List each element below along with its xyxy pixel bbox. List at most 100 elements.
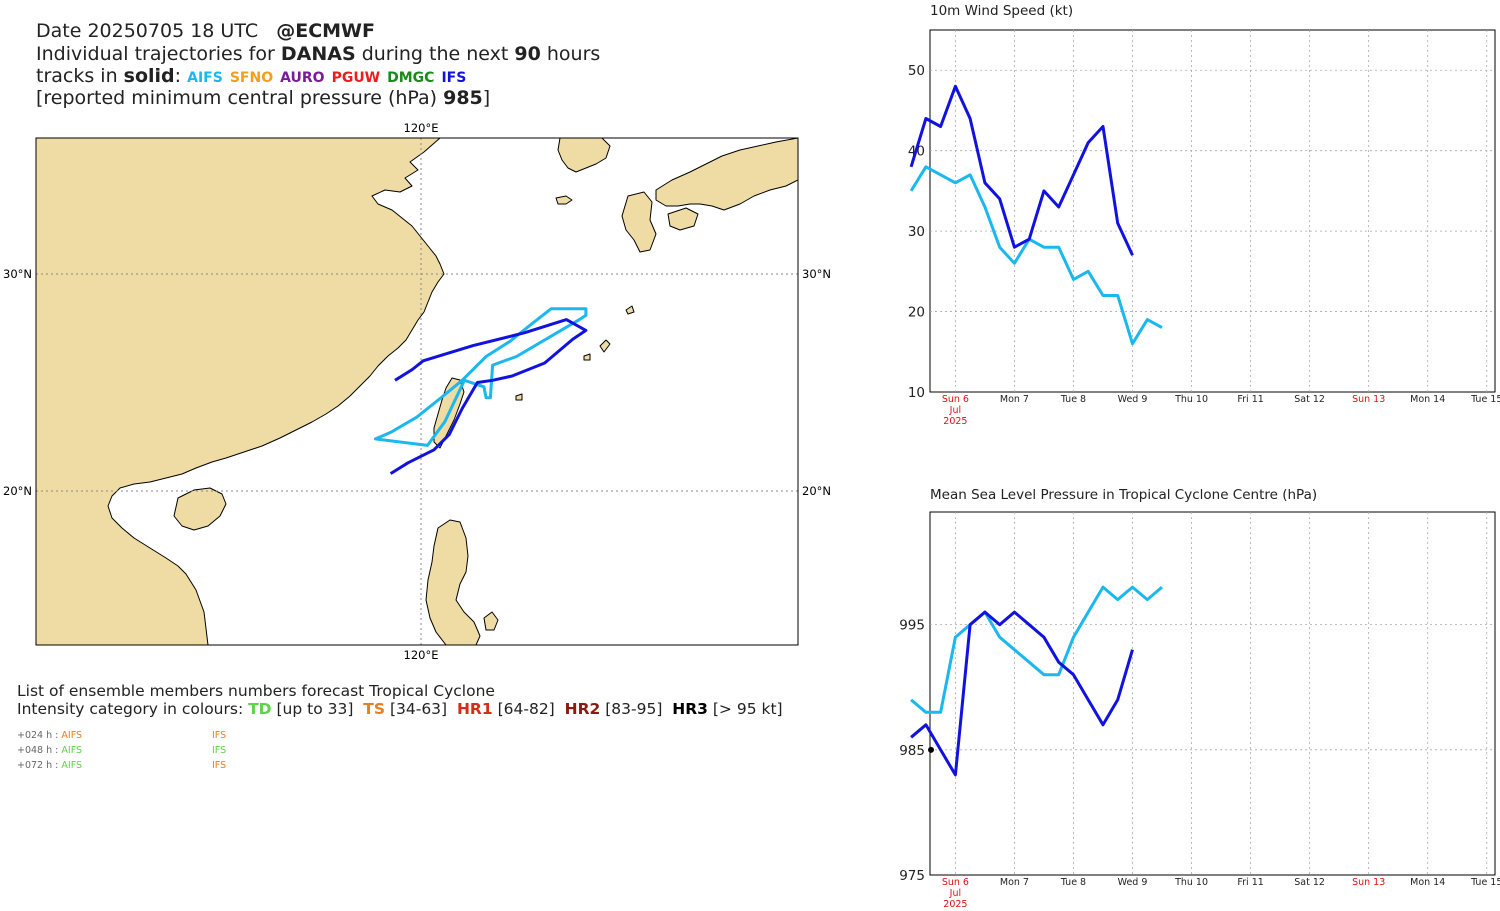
line3-pre: tracks in — [36, 65, 118, 87]
pressure-chart: Mean Sea Level Pressure in Tropical Cycl… — [899, 487, 1500, 910]
lead-aifs: AIFS — [61, 760, 83, 771]
pressure-reported-marker — [928, 746, 934, 753]
cat-hr2-range: [83-95] — [605, 700, 663, 718]
wind-xtick-sublabel: Jul — [949, 405, 961, 416]
pressure-xtick-label: Tue 8 — [1060, 877, 1086, 888]
japan-honshu — [655, 138, 798, 211]
pressure-xtick-sublabel: Jul — [949, 888, 961, 899]
wind-xtick-label: Tue 8 — [1060, 394, 1086, 405]
header-line-2: Individual trajectories for DANAS during… — [36, 43, 600, 65]
pressure-chart-title: Mean Sea Level Pressure in Tropical Cycl… — [930, 487, 1317, 503]
pressure-xtick-label: Sat 12 — [1294, 877, 1325, 888]
lead-row-024-ifs: IFS — [212, 730, 227, 741]
pressure-xtick-label: Sun 6 — [942, 877, 969, 888]
storm-name: DANAS — [280, 43, 356, 65]
model-dmgc: DMGC — [387, 70, 435, 86]
header-line-3: tracks in solid: AIFS SFNO AURO PGUW DMGC IFS — [36, 65, 473, 89]
pressure-xtick-label: Mon 7 — [1000, 877, 1029, 888]
wind-xtick-sublabel: 2025 — [943, 416, 967, 427]
ryukyu-isle-2 — [583, 353, 591, 361]
mindoro-isle — [483, 611, 499, 631]
pressure-ytick-label: 995 — [899, 618, 925, 634]
track-map: 120°E 120°E 30°N 30°N 20°N 20°N — [3, 121, 831, 662]
wind-ytick-label: 30 — [908, 224, 925, 240]
wind-xtick-label: Fri 11 — [1237, 394, 1263, 405]
pressure-xtick-label: Sun 13 — [1352, 877, 1385, 888]
lon-label-top: 120°E — [404, 121, 439, 135]
lat-label-20n-right: 20°N — [802, 484, 831, 498]
forecast-date: Date 20250705 18 UTC — [36, 20, 259, 42]
land-masses — [36, 138, 798, 645]
cat-td-range: [up to 33] — [276, 700, 354, 718]
wind-ytick-label: 20 — [908, 305, 925, 321]
okinawa — [599, 339, 611, 353]
wind-xtick-label: Mon 7 — [1000, 394, 1029, 405]
wind-xtick-label: Tue 15 — [1470, 394, 1500, 405]
lead-row-048: +048 h : AIFS — [17, 745, 82, 756]
japan-shikoku — [667, 207, 699, 231]
wind-xtick-label: Mon 14 — [1410, 394, 1445, 405]
lat-label-20n-left: 20°N — [3, 484, 32, 498]
pressure-series-aifs — [910, 585, 1163, 714]
cat-hr1-range: [64-82] — [497, 700, 555, 718]
line2-mid: during the next — [361, 43, 509, 65]
line2-pre: Individual trajectories for — [36, 43, 275, 65]
pressure-ytick-label: 975 — [899, 868, 925, 884]
wind-series-aifs — [909, 165, 1163, 346]
lead-aifs: AIFS — [61, 745, 83, 756]
wind-frame — [929, 29, 1496, 393]
model-pguw: PGUW — [331, 70, 381, 86]
pressure-xtick-label: Tue 15 — [1470, 877, 1500, 888]
korea-peninsula — [557, 138, 611, 173]
wind-ytick-label: 50 — [908, 63, 925, 79]
lead-row-072: +072 h : AIFS — [17, 760, 82, 771]
cat-ts-range: [34-63] — [389, 700, 448, 718]
lat-label-30n-left: 30°N — [3, 267, 32, 281]
reported-pressure: 985 — [443, 87, 483, 109]
pressure-frame — [929, 511, 1496, 876]
lead-time: +048 h : — [17, 745, 59, 756]
model-auro: AURO — [280, 70, 325, 86]
pressure-xtick-sublabel: 2025 — [943, 899, 967, 910]
pressure-xtick-label: Thu 10 — [1174, 877, 1208, 888]
wind-chart-title: 10m Wind Speed (kt) — [930, 3, 1073, 19]
lat-label-30n-right: 30°N — [802, 267, 831, 281]
cat-ts-code: TS — [363, 700, 386, 718]
model-aifs: AIFS — [187, 70, 223, 86]
wind-ytick-label: 10 — [908, 385, 925, 401]
line2-post: hours — [546, 43, 601, 65]
map-frame — [35, 137, 799, 646]
track-aifs — [373, 307, 588, 447]
line3-colon: : — [174, 65, 182, 87]
cat-hr2-code: HR2 — [564, 700, 601, 718]
ensemble-list-title: List of ensemble members numbers forecas… — [17, 682, 495, 700]
model-ifs: IFS — [441, 70, 467, 86]
wind-xtick-label: Wed 9 — [1118, 394, 1148, 405]
lead-row-072-ifs: IFS — [212, 760, 227, 771]
forecast-hours: 90 — [514, 43, 541, 65]
line4-post: ] — [482, 87, 491, 109]
ryukyu-isle-3 — [515, 393, 523, 401]
china-mainland — [36, 138, 445, 645]
pressure-xtick-label: Mon 14 — [1410, 877, 1445, 888]
intensity-legend: Intensity category in colours: TD [up to… — [17, 700, 783, 718]
cat-td-code: TD — [248, 700, 272, 718]
pressure-ytick-label: 985 — [899, 743, 925, 759]
org-handle: @ECMWF — [276, 20, 375, 42]
jeju-island — [555, 195, 573, 205]
lead-row-048-ifs: IFS — [212, 745, 227, 756]
line3-solid: solid — [123, 65, 175, 87]
map-tracks — [373, 307, 588, 475]
wind-xtick-label: Sun 6 — [942, 394, 969, 405]
pressure-xtick-label: Wed 9 — [1118, 877, 1148, 888]
cat-hr1-code: HR1 — [456, 700, 493, 718]
luzon-island — [425, 519, 481, 645]
model-sfno: SFNO — [229, 70, 274, 86]
cat-hr3-code: HR3 — [672, 700, 708, 718]
lead-time: +024 h : — [17, 730, 59, 741]
lead-aifs: AIFS — [61, 730, 83, 741]
header-line-4: [reported minimum central pressure (hPa)… — [36, 87, 490, 109]
wind-xtick-label: Sat 12 — [1294, 394, 1325, 405]
